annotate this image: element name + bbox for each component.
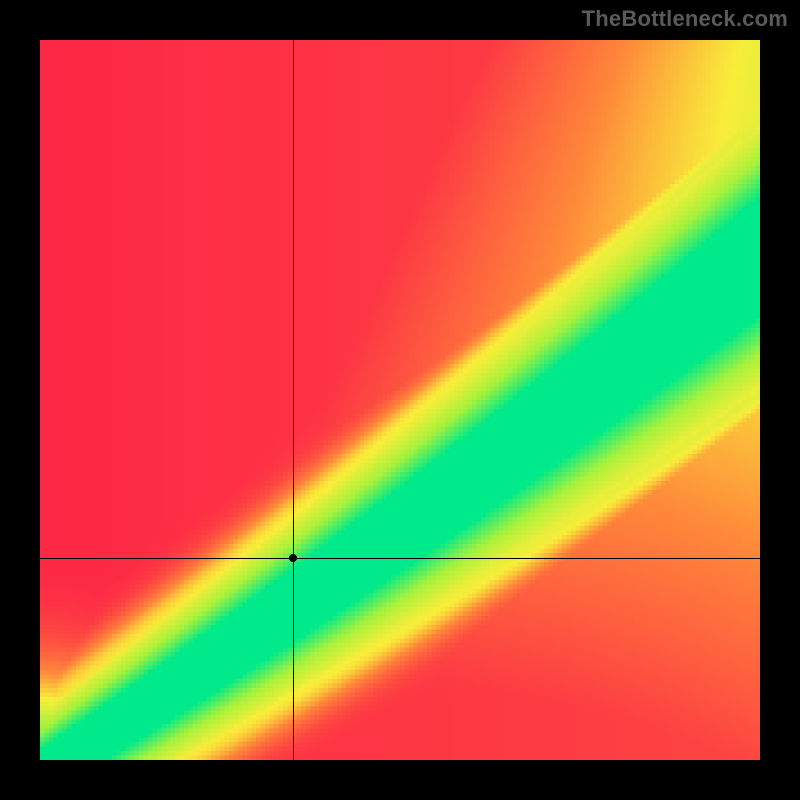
crosshair-vertical: [293, 40, 294, 760]
crosshair-marker: [289, 554, 297, 562]
heatmap-canvas: [40, 40, 760, 760]
crosshair-horizontal: [40, 558, 760, 559]
watermark-text: TheBottleneck.com: [582, 6, 788, 32]
